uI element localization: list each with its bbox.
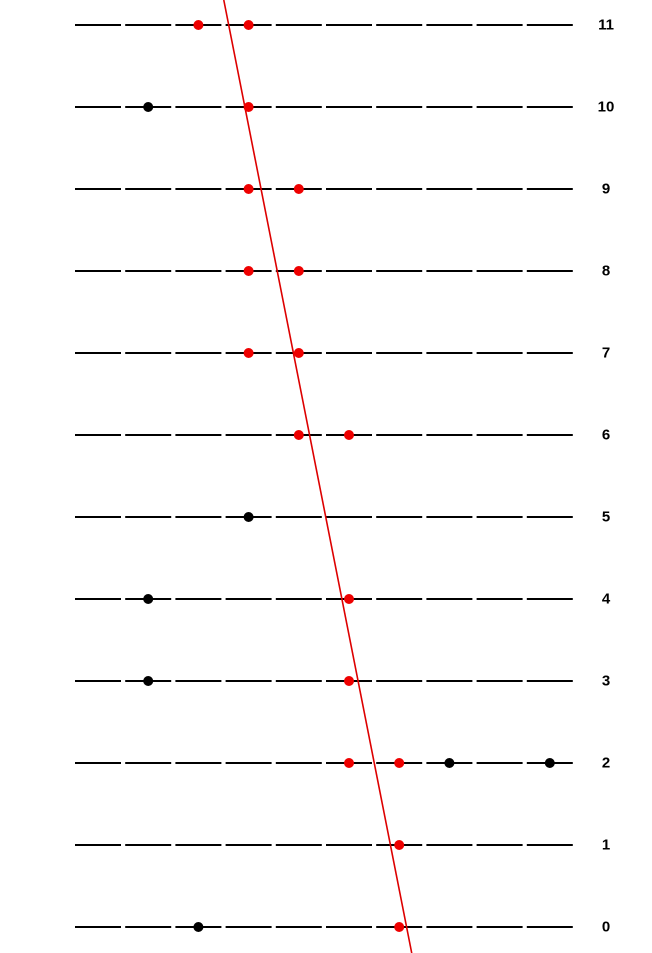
row-9: 9 [75,181,610,198]
row-8: 8 [75,263,610,280]
noise-point [544,758,555,768]
hit-point [243,184,254,194]
noise-point [243,512,254,522]
row-label: 8 [602,263,610,280]
row-6: 6 [75,427,610,444]
hit-point [193,20,204,30]
noise-point [193,922,204,932]
noise-point [143,594,154,604]
hit-point [344,676,354,686]
row-label: 9 [602,181,610,198]
hit-point [344,430,354,440]
hit-point [394,922,405,932]
noise-point [444,758,455,768]
row-label: 2 [602,755,610,772]
row-label: 11 [598,17,614,34]
row-label: 5 [602,509,610,526]
row-5: 5 [75,509,610,526]
row-label: 10 [598,99,615,116]
row-label: 6 [602,427,610,444]
hit-point [243,20,254,30]
noise-point [143,102,154,112]
row-label: 3 [602,673,610,690]
hit-point [293,348,304,358]
hit-point [243,102,254,112]
row-0: 0 [75,919,610,936]
noise-point [143,676,154,686]
row-label: 1 [602,837,610,854]
fit-line-layer [222,0,413,953]
hit-point [344,758,354,768]
hit-point [293,266,304,276]
hit-point [243,348,254,358]
row-label: 4 [602,591,611,608]
row-label: 7 [602,345,610,362]
rows-layer: 0 1 2 3 4 5 6 7 8 9 10 11 [75,17,614,936]
hit-point [394,758,405,768]
fit-line [222,0,413,953]
hit-point [243,266,254,276]
hit-point [293,430,304,440]
hit-point [293,184,304,194]
hit-point [394,840,405,850]
row-label: 0 [602,919,610,936]
row-10: 10 [75,99,614,116]
points-layer [143,20,555,932]
row-1: 1 [75,837,610,854]
hit-point [344,594,354,604]
